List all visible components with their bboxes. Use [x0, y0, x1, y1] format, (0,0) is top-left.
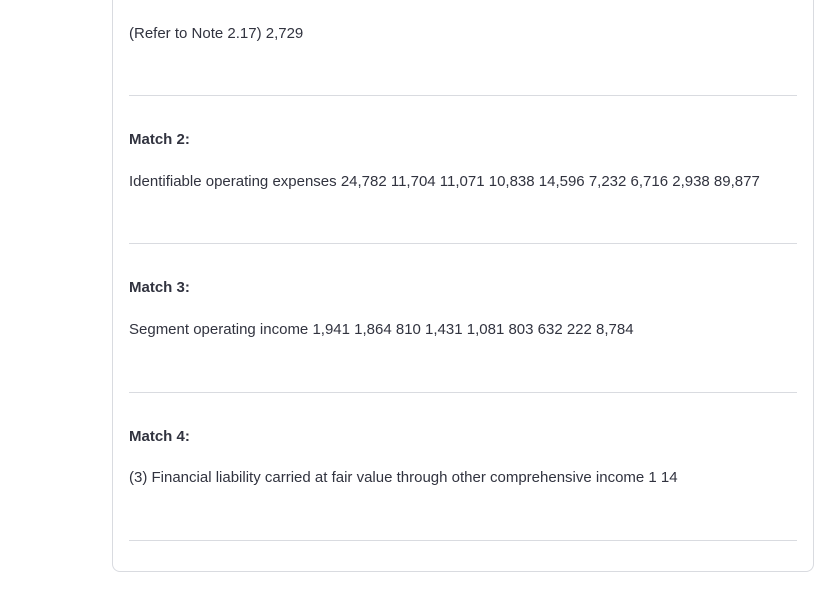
divider	[129, 95, 797, 96]
match-1-text-partial: (Refer to Note 2.17) 2,729	[129, 25, 304, 42]
match-3-label: Match 3:	[129, 279, 190, 296]
divider	[129, 392, 797, 393]
results-card: (Refer to Note 2.17) 2,729 Match 2: Iden…	[112, 0, 814, 572]
match-2-text: Identifiable operating expenses 24,782 1…	[129, 173, 760, 190]
match-4-label: Match 4:	[129, 428, 190, 445]
divider	[129, 540, 797, 541]
match-3-text: Segment operating income 1,941 1,864 810…	[129, 321, 634, 338]
match-4-text: (3) Financial liability carried at fair …	[129, 469, 678, 486]
match-2-label: Match 2:	[129, 131, 190, 148]
divider	[129, 243, 797, 244]
